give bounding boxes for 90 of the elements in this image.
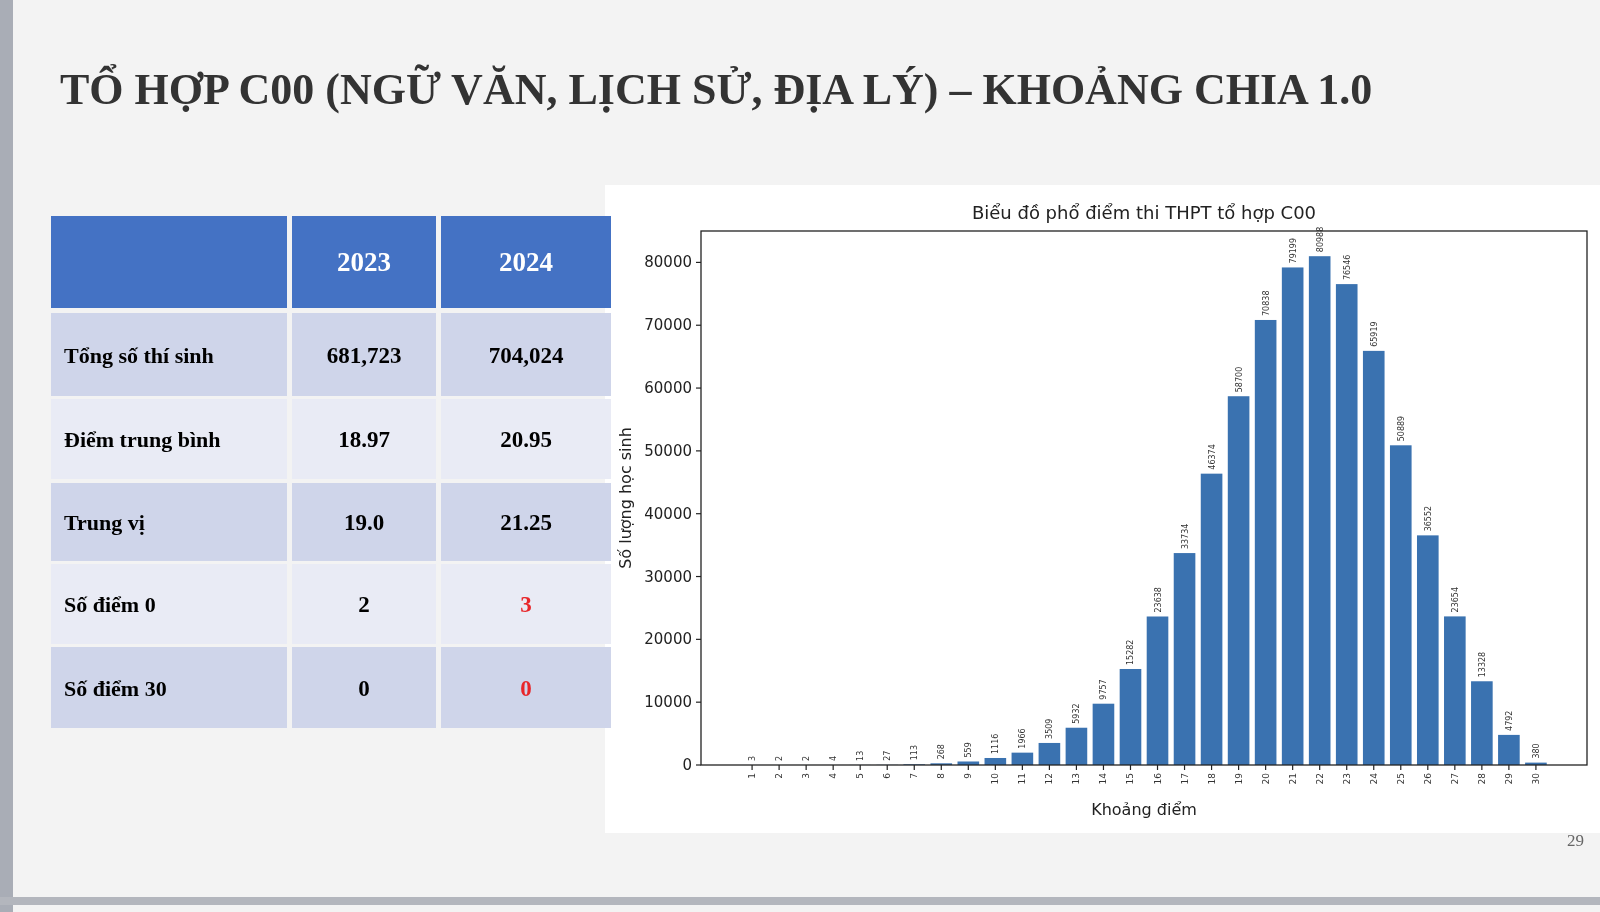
data-label: 1116 (991, 733, 1001, 754)
data-label: 58700 (1234, 366, 1244, 393)
data-label: 2 (802, 755, 812, 761)
data-label: 2 (775, 755, 785, 761)
data-label: 5932 (1072, 703, 1082, 724)
data-label: 13328 (1477, 651, 1487, 678)
x-tick-label: 23 (1341, 773, 1352, 785)
data-label: 76546 (1342, 254, 1352, 281)
data-label: 27 (883, 750, 893, 761)
data-label: 3 (748, 755, 758, 761)
data-label: 79199 (1288, 237, 1298, 264)
x-tick-label: 20 (1260, 772, 1271, 785)
y-tick-label: 70000 (644, 316, 692, 335)
data-label: 268 (937, 744, 947, 760)
x-tick-label: 1 (747, 773, 758, 779)
text: 2 (358, 592, 370, 617)
y-axis-title: Số lượng học sinh (616, 427, 635, 569)
x-tick-label: 18 (1206, 772, 1217, 785)
y-tick-label: 30000 (644, 567, 692, 586)
x-tick-label: 4 (828, 772, 839, 779)
x-tick-label: 15 (1125, 773, 1136, 785)
x-tick-label: 5 (855, 773, 866, 779)
data-label: 65919 (1369, 321, 1379, 347)
text: 20.95 (500, 427, 552, 452)
text: 29 (1567, 831, 1584, 850)
y-tick-label: 40000 (644, 504, 692, 523)
x-tick-label: 21 (1287, 773, 1298, 785)
data-label: 15282 (1126, 639, 1136, 665)
data-label: 23654 (1450, 586, 1460, 613)
data-label: 23638 (1153, 587, 1163, 613)
x-tick-label: 9 (963, 772, 974, 779)
x-tick-label: 16 (1152, 772, 1163, 785)
data-label: 9757 (1099, 679, 1109, 700)
x-tick-label: 26 (1422, 772, 1433, 785)
data-label: 36552 (1423, 505, 1433, 532)
data-label: 380 (1531, 743, 1541, 759)
category-label: Trung vị (64, 510, 145, 535)
x-tick-label: 3 (801, 773, 812, 779)
x-tick-label: 29 (1503, 772, 1514, 785)
data-label: 1966 (1018, 728, 1028, 749)
category-label: Số điểm 30 (64, 675, 167, 701)
data-label: 33734 (1180, 523, 1190, 550)
y-tick-label: 10000 (644, 693, 692, 712)
text: 18.97 (338, 427, 390, 452)
category-label: Số điểm 0 (64, 592, 156, 617)
y-tick-label: 80000 (644, 253, 692, 272)
x-tick-label: 6 (882, 772, 893, 779)
text: TỔ HỢP C00 (NGỮ VĂN, LỊCH SỬ, ĐỊA LÝ) – KHOẢNG CHIA 1.0 (60, 63, 1373, 114)
text: 19.0 (343, 510, 385, 535)
x-tick-label: 19 (1233, 772, 1244, 785)
data-label: 4 (829, 755, 839, 761)
x-tick-label: 24 (1368, 772, 1379, 785)
data-label: 559 (964, 742, 974, 758)
y-tick-label: 50000 (644, 441, 692, 460)
x-axis-title: Khoảng điểm (1091, 800, 1197, 819)
category-label: 2023 (337, 247, 391, 277)
y-tick-label: 60000 (644, 379, 692, 398)
data-label: 50889 (1396, 415, 1406, 442)
category-label: Điểm trung bình (64, 427, 221, 452)
x-tick-label: 8 (936, 772, 947, 779)
data-label: 113 (910, 745, 920, 761)
text: 21.25 (500, 510, 552, 535)
x-tick-label: 25 (1395, 773, 1406, 785)
y-tick-label: 20000 (644, 630, 692, 649)
x-tick-label: 13 (1071, 773, 1082, 785)
x-tick-label: 22 (1314, 773, 1325, 785)
y-tick-label: 0 (682, 756, 692, 774)
chart-title: Biểu đồ phổ điểm thi THPT tổ hợp C00 (971, 202, 1317, 223)
x-tick-label: 17 (1179, 773, 1190, 785)
data-label: 4792 (1504, 710, 1514, 731)
category-label: 2024 (499, 247, 553, 277)
x-tick-label: 30 (1530, 772, 1541, 785)
x-tick-label: 11 (1017, 773, 1028, 785)
text: 0 (520, 675, 532, 701)
data-label: 3509 (1045, 718, 1055, 739)
x-tick-label: 2 (774, 773, 785, 779)
x-tick-label: 10 (990, 772, 1001, 785)
text: 3 (520, 592, 532, 617)
x-tick-label: 14 (1098, 772, 1109, 785)
text: 0 (358, 675, 370, 701)
data-label: 13 (856, 750, 866, 761)
text: 704,024 (488, 342, 564, 368)
x-tick-label: 12 (1044, 773, 1055, 785)
text: 681,723 (326, 342, 402, 368)
data-label: 46374 (1207, 444, 1217, 470)
data-label: 70838 (1261, 290, 1271, 316)
x-tick-label: 27 (1449, 773, 1460, 785)
category-label: Tổng số thí sinh (64, 342, 214, 368)
x-tick-label: 7 (909, 773, 920, 779)
x-tick-label: 28 (1476, 772, 1487, 785)
